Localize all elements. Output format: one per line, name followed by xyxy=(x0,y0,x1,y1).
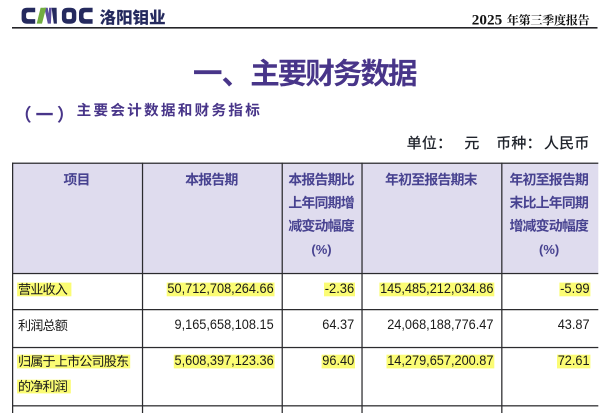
svg-text:72.61: 72.61 xyxy=(558,352,590,368)
svg-text:43.87: 43.87 xyxy=(558,316,590,332)
svg-text:96.40: 96.40 xyxy=(322,352,354,368)
svg-text:-5.99: -5.99 xyxy=(560,280,590,296)
svg-text:-2.36: -2.36 xyxy=(325,280,355,296)
svg-text:9,165,658,108.15: 9,165,658,108.15 xyxy=(175,316,274,332)
svg-text:2025: 2025 xyxy=(472,12,503,29)
svg-text:(%): (%) xyxy=(539,242,559,257)
svg-text:5,608,397,123.36: 5,608,397,123.36 xyxy=(175,352,274,368)
svg-text:(%): (%) xyxy=(311,242,331,257)
svg-text:145,485,212,034.86: 145,485,212,034.86 xyxy=(380,280,494,296)
svg-text:14,279,657,200.87: 14,279,657,200.87 xyxy=(387,352,493,368)
svg-text:24,068,188,776.47: 24,068,188,776.47 xyxy=(387,316,493,332)
svg-text:50,712,708,264.66: 50,712,708,264.66 xyxy=(167,280,273,296)
svg-text:64.37: 64.37 xyxy=(322,316,354,332)
